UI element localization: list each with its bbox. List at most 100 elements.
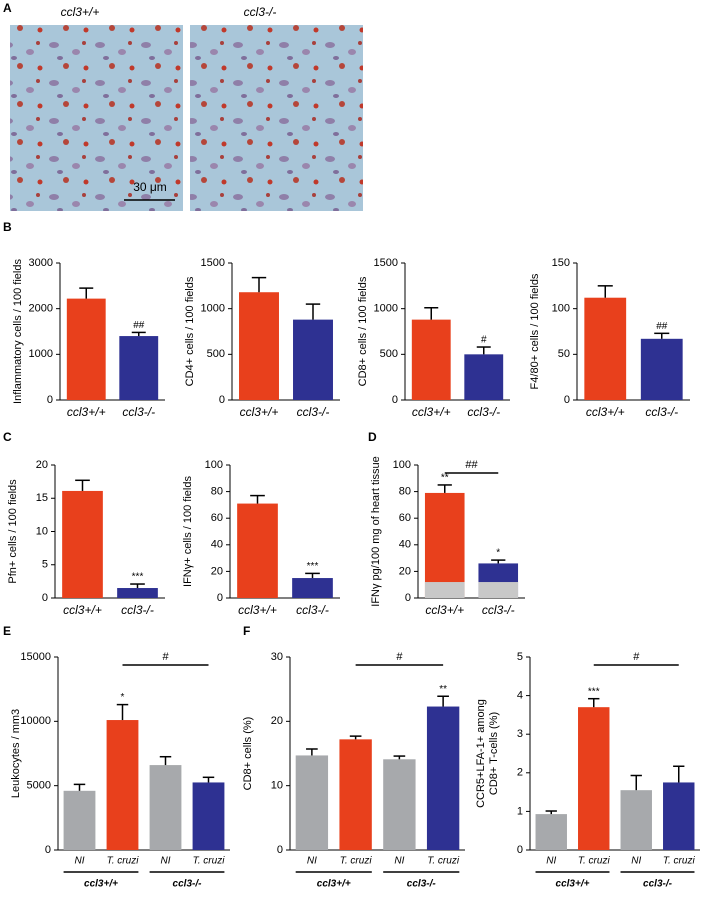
significance-label: # (481, 335, 487, 346)
y-tick-label: 1000 (201, 303, 225, 315)
y-tick-label: 0 (405, 592, 411, 604)
x-tick-label: ccl3-/- (296, 603, 329, 617)
y-tick-label: 2000 (29, 303, 53, 315)
x-tick-label: T. cruzi (193, 856, 226, 867)
x-tick-label: NI (307, 856, 317, 867)
bar (426, 706, 460, 850)
x-tick-label: T. cruzi (107, 856, 140, 867)
group-label: ccl3-/- (407, 879, 437, 890)
bar (663, 782, 695, 850)
group-label: ccl3+/+ (317, 879, 351, 890)
y-tick-label: 0 (392, 394, 398, 406)
significance-label: ** (441, 473, 449, 484)
y-tick-label: 60 (399, 512, 411, 524)
scale-bar-label: 30 μm (133, 180, 167, 194)
micrograph (10, 25, 183, 211)
panel-label: D (368, 430, 377, 444)
y-tick-label: 0 (217, 592, 223, 604)
bar (411, 319, 451, 400)
y-axis-label: CCR5+LFA-1+ among (475, 699, 487, 808)
y-tick-label: 60 (211, 512, 223, 524)
y-tick-label: 3000 (29, 257, 53, 269)
image-caption: ccl3-/- (244, 5, 277, 19)
y-tick-label: 40 (211, 539, 223, 551)
x-tick-label: ccl3+/+ (63, 603, 102, 617)
y-tick-label: 40 (399, 539, 411, 551)
x-tick-label: T. cruzi (427, 856, 460, 867)
bar (383, 759, 416, 850)
y-tick-label: 500 (380, 348, 398, 360)
y-tick-label: 0 (517, 844, 523, 856)
significance-label: ## (656, 321, 668, 332)
y-tick-label: 100 (552, 303, 570, 315)
y-tick-label: 20 (399, 565, 411, 577)
y-tick-label: 0 (277, 844, 283, 856)
y-tick-label: 20 (271, 715, 283, 727)
y-axis-label: Inflammatory cells / 100 fields (12, 259, 24, 404)
y-tick-label: 15 (36, 492, 48, 504)
y-tick-label: 1 (517, 805, 523, 817)
x-tick-label: NI (631, 856, 641, 867)
x-tick-label: ccl3+/+ (67, 405, 106, 419)
x-tick-label: ccl3+/+ (425, 603, 464, 617)
y-tick-label: 1000 (374, 303, 398, 315)
bar (117, 588, 158, 598)
panel-label: F (243, 624, 250, 638)
y-axis-label: CD8+ cells / 100 fields (357, 276, 369, 386)
x-tick-label: ccl3-/- (122, 405, 155, 419)
y-tick-label: 0 (564, 394, 570, 406)
y-tick-label: 3 (517, 728, 523, 740)
y-axis-label: CD8+ cells (%) (242, 717, 254, 791)
bar (295, 755, 329, 850)
x-tick-label: ccl3+/+ (412, 405, 451, 419)
bar (119, 336, 159, 400)
x-tick-label: ccl3+/+ (240, 405, 279, 419)
bar (192, 782, 225, 850)
y-tick-label: 15000 (20, 651, 51, 663)
x-tick-label: ccl3-/- (482, 603, 515, 617)
y-tick-label: 1000 (29, 348, 53, 360)
y-tick-label: 2 (517, 767, 523, 779)
y-tick-label: 20 (36, 459, 48, 471)
y-axis-label: IFNγ pg/100 mg of heart tissue (370, 456, 382, 606)
bar (584, 297, 627, 400)
y-tick-label: 1500 (374, 257, 398, 269)
group-label: ccl3-/- (643, 879, 673, 890)
bar (237, 503, 278, 598)
x-tick-label: ccl3+/+ (586, 405, 625, 419)
y-tick-label: 0 (47, 394, 53, 406)
panel-label: A (3, 1, 12, 15)
bar (239, 292, 279, 400)
x-tick-label: ccl3-/- (297, 405, 330, 419)
y-tick-label: 1500 (201, 257, 225, 269)
y-tick-label: 20 (211, 565, 223, 577)
group-label: ccl3-/- (173, 879, 203, 890)
bar (149, 765, 182, 850)
y-axis-label: Leukocytes / mm3 (10, 709, 22, 798)
significance-label: * (121, 692, 125, 703)
significance-label: *** (588, 686, 600, 697)
x-tick-label: NI (546, 856, 556, 867)
bar (106, 720, 139, 850)
y-tick-label: 100 (205, 459, 223, 471)
significance-label: ## (133, 320, 145, 331)
y-tick-label: 100 (393, 459, 411, 471)
y-axis-label: IFNγ+ cells / 100 fields (182, 476, 194, 587)
y-axis-label: CD8+ T-cells (%) (488, 712, 500, 795)
y-tick-label: 10 (36, 525, 48, 537)
y-tick-label: 30 (271, 651, 283, 663)
y-tick-label: 0 (42, 592, 48, 604)
y-tick-label: 0 (219, 394, 225, 406)
bar (620, 790, 652, 850)
x-tick-label: ccl3-/- (645, 405, 678, 419)
significance-label: ** (439, 684, 447, 695)
bar (66, 298, 106, 400)
y-tick-label: 4 (517, 690, 523, 702)
micrograph (190, 25, 363, 211)
significance-label: *** (132, 572, 144, 583)
y-tick-label: 5 (517, 651, 523, 663)
bar (63, 790, 96, 850)
bar (62, 490, 103, 598)
